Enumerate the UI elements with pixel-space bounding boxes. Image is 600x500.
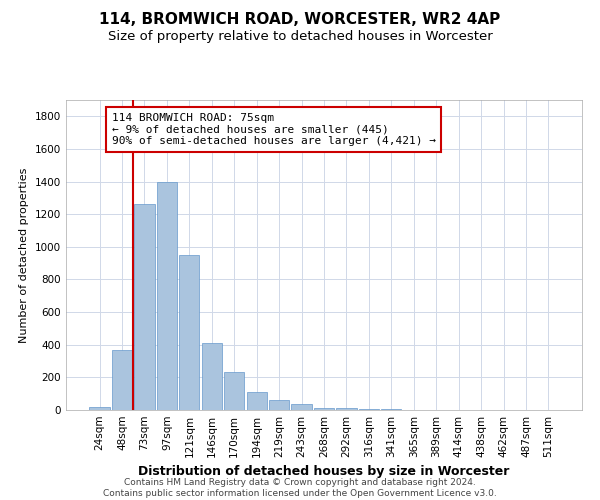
Bar (202, 343, 222, 410)
Text: Contains HM Land Registry data © Crown copyright and database right 2024.
Contai: Contains HM Land Registry data © Crown c… (103, 478, 497, 498)
Bar (134, 204, 155, 410)
Bar (112, 350, 132, 410)
Y-axis label: Number of detached properties: Number of detached properties (19, 168, 29, 342)
Bar (314, 408, 334, 410)
Bar (269, 400, 289, 410)
Bar (292, 404, 311, 410)
Bar (381, 409, 401, 410)
Text: 114, BROMWICH ROAD, WORCESTER, WR2 4AP: 114, BROMWICH ROAD, WORCESTER, WR2 4AP (100, 12, 500, 28)
Bar (337, 408, 356, 410)
Bar (179, 255, 199, 410)
Bar (157, 182, 177, 410)
Text: Size of property relative to detached houses in Worcester: Size of property relative to detached ho… (107, 30, 493, 43)
Bar (224, 372, 244, 410)
Text: 114 BROMWICH ROAD: 75sqm
← 9% of detached houses are smaller (445)
90% of semi-d: 114 BROMWICH ROAD: 75sqm ← 9% of detache… (112, 113, 436, 146)
Bar (89, 406, 110, 410)
X-axis label: Distribution of detached houses by size in Worcester: Distribution of detached houses by size … (139, 466, 509, 478)
Bar (247, 392, 267, 410)
Bar (359, 408, 379, 410)
